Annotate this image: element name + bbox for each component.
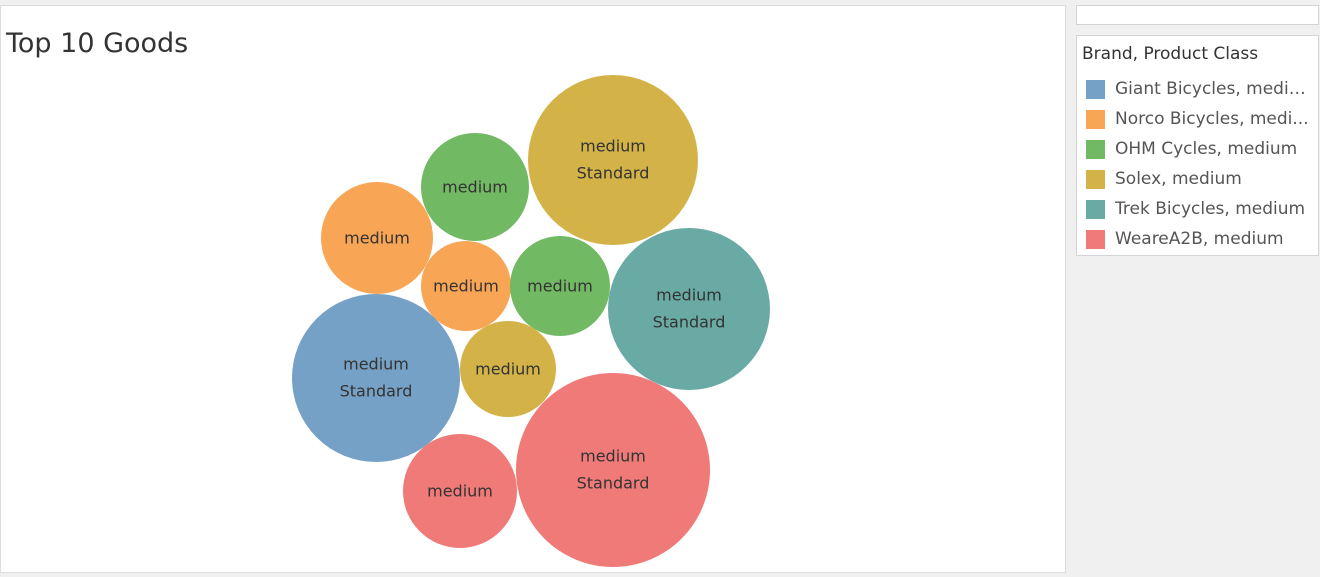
legend-item[interactable]: OHM Cycles, medium (1086, 134, 1316, 164)
legend-swatch (1086, 139, 1105, 159)
legend-label: Solex, medium (1115, 169, 1242, 189)
chart-panel: Top 10 Goods medium Standard medium medium m… (0, 5, 1066, 573)
legend-label: OHM Cycles, medium (1115, 139, 1298, 159)
bubble[interactable]: medium Standard (516, 373, 710, 567)
legend-title: Brand, Product Class (1082, 44, 1259, 64)
bubble-circle[interactable] (421, 241, 511, 331)
legend-swatch (1086, 169, 1105, 189)
bubble-label: medium (442, 178, 508, 197)
bubble[interactable]: medium Standard (608, 228, 770, 390)
bubble-label: Standard (577, 474, 650, 493)
legend-label: Trek Bicycles, medium (1115, 199, 1306, 219)
bubble-label: medium (656, 286, 722, 305)
bubble[interactable]: medium (421, 133, 529, 241)
legend-item[interactable]: Norco Bicycles, medi... (1086, 104, 1316, 134)
bubble-label: medium (527, 277, 593, 296)
bubble[interactable]: medium (403, 434, 517, 548)
bubble[interactable]: medium (460, 321, 556, 417)
legend-swatch (1086, 79, 1105, 99)
legend-item[interactable]: Trek Bicycles, medium (1086, 194, 1316, 224)
bubble-label: medium (433, 277, 499, 296)
bubble[interactable]: medium (321, 182, 433, 294)
legend-swatch (1086, 229, 1105, 249)
bubble[interactable]: medium Standard (528, 75, 698, 245)
legend-swatch (1086, 109, 1105, 129)
legend-label: Giant Bicycles, mediu... (1115, 79, 1310, 99)
bubble-circle[interactable] (292, 294, 460, 462)
bubble[interactable]: medium Standard (292, 294, 460, 462)
legend-item[interactable]: WeareA2B, medium (1086, 224, 1316, 254)
chart-title: Top 10 Goods (6, 28, 189, 59)
legend-label: Norco Bicycles, medi... (1115, 109, 1309, 129)
legend-item[interactable]: Solex, medium (1086, 164, 1316, 194)
bubble-label: medium (580, 447, 646, 466)
bubble-label: Standard (577, 164, 650, 183)
bubble-circle[interactable] (403, 434, 517, 548)
legend-swatch (1086, 199, 1105, 219)
bubble-circle[interactable] (528, 75, 698, 245)
legend-label: WeareA2B, medium (1115, 229, 1284, 249)
bubble-circle[interactable] (510, 236, 610, 336)
bubble-circle[interactable] (516, 373, 710, 567)
bubble-label: medium (427, 482, 493, 501)
bubble-label: medium (344, 229, 410, 248)
bubble-label: Standard (340, 382, 413, 401)
bubble-label: medium (580, 137, 646, 156)
bubble-circle[interactable] (421, 133, 529, 241)
bubble-circle[interactable] (460, 321, 556, 417)
bubble[interactable]: medium (421, 241, 511, 331)
filter-box[interactable] (1076, 5, 1319, 25)
bubble-circle[interactable] (321, 182, 433, 294)
bubble-label: medium (475, 360, 541, 379)
legend: Brand, Product Class Giant Bicycles, med… (1076, 35, 1319, 256)
bubble[interactable]: medium (510, 236, 610, 336)
bubble-label: Standard (653, 313, 726, 332)
bubble-label: medium (343, 355, 409, 374)
bubble-circle[interactable] (608, 228, 770, 390)
legend-item[interactable]: Giant Bicycles, mediu... (1086, 74, 1316, 104)
legend-list: Giant Bicycles, mediu... Norco Bicycles, … (1086, 74, 1316, 254)
